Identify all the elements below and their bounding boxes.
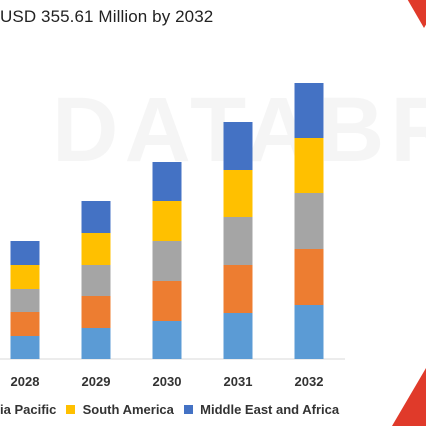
legend-label: South America — [82, 402, 174, 417]
bar-segment-2028-1 — [10, 312, 40, 336]
bar-segment-2032-2 — [294, 193, 324, 249]
legend-item-south-america: South America — [66, 402, 174, 417]
bar-segment-2029-0 — [81, 328, 111, 359]
bar-segment-2028-0 — [10, 336, 40, 359]
legend-item-asia-pacific: ia Pacific — [0, 402, 56, 417]
bar-segment-2029-4 — [81, 201, 111, 233]
bar-segment-2029-1 — [81, 296, 111, 328]
x-tick-label-2031: 2031 — [224, 374, 253, 389]
bar-segment-2028-3 — [10, 265, 40, 289]
x-tick-label-2030: 2030 — [153, 374, 182, 389]
bar-segment-2029-3 — [81, 233, 111, 265]
legend-swatch — [183, 405, 193, 414]
bar-segment-2031-0 — [223, 313, 253, 359]
x-tick-labels: 2028 2029 2030 2031 2032 — [11, 374, 324, 389]
legend: ia Pacific South America Middle East and… — [0, 402, 345, 418]
bar-segment-2030-3 — [152, 201, 182, 241]
bar-segment-2032-0 — [294, 305, 324, 359]
legend-label: ia Pacific — [0, 402, 57, 417]
bar-segment-2031-4 — [223, 122, 253, 170]
bar-segment-2030-4 — [152, 162, 182, 201]
bar-segment-2030-2 — [152, 241, 182, 281]
bar-segment-2031-1 — [223, 265, 253, 313]
legend-item-middle-east-africa: Middle East and Africa — [183, 402, 340, 417]
corner-decoration-top — [402, 0, 426, 28]
corner-decoration-bottom — [392, 368, 426, 426]
bar-segment-2028-2 — [10, 289, 40, 312]
x-tick-label-2028: 2028 — [11, 374, 40, 389]
x-tick-label-2029: 2029 — [82, 374, 111, 389]
x-tick-label-2032: 2032 — [295, 374, 324, 389]
bar-segment-2030-0 — [152, 321, 182, 359]
chart-title: USD 355.61 Million by 2032 — [0, 7, 214, 26]
bars-group — [10, 83, 324, 359]
bar-segment-2031-3 — [223, 170, 253, 217]
bar-segment-2032-4 — [294, 83, 324, 138]
bar-segment-2028-4 — [10, 241, 40, 265]
bar-segment-2032-1 — [294, 249, 324, 305]
bar-segment-2031-2 — [223, 217, 253, 265]
bar-segment-2029-2 — [81, 265, 111, 296]
legend-label: Middle East and Africa — [200, 402, 340, 417]
bar-segment-2032-3 — [294, 138, 324, 193]
bar-segment-2030-1 — [152, 281, 182, 321]
legend-swatch — [66, 405, 75, 414]
